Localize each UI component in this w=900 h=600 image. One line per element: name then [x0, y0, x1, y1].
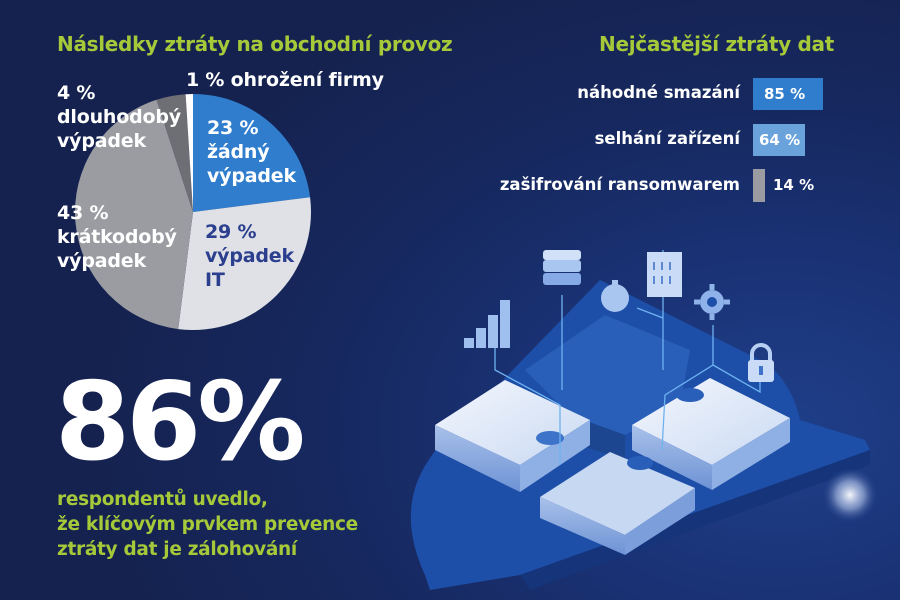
bar-value: 14 % — [773, 176, 815, 194]
puzzle-piece-left — [435, 380, 590, 492]
pie-label-long-outage: 4 % dlouhodobý výpadek — [57, 82, 181, 152]
pie-slice — [178, 197, 311, 330]
bar-label-ransomware: zašifrování ransomwarem — [499, 175, 740, 194]
padlock-icon — [748, 343, 774, 382]
pie-slice — [156, 94, 193, 212]
pie-label-short-outage: 43 % krátkodobý výpadek — [57, 202, 177, 272]
puzzle-illustration — [410, 250, 878, 590]
bar-accidental-deletion: 85 % — [753, 78, 823, 110]
puzzle-piece-dark — [525, 315, 690, 435]
puzzle-piece-right — [632, 378, 790, 490]
caption-line: že klíčovým prvkem prevence — [57, 514, 358, 535]
gear-icon — [694, 284, 730, 320]
highlight-percentage: 86% — [55, 360, 306, 485]
highlight-caption: respondentů uvedlo, že klíčovým prvkem p… — [57, 487, 358, 562]
pie-label-it-outage: 29 % výpadek IT — [205, 221, 294, 291]
database-icon — [543, 250, 581, 285]
pie-slice — [185, 94, 193, 212]
bar-value: 85 % — [764, 85, 806, 103]
bar-device-failure: 64 % — [753, 124, 805, 156]
caption-line: ztráty dat je zálohování — [57, 539, 297, 560]
pie-slice — [74, 99, 193, 330]
pie-label-business-threat: 1 % ohrožení firmy — [186, 69, 384, 91]
pie-label-no-outage: 23 % žádný výpadek — [207, 117, 296, 187]
binary-code-icon — [647, 252, 682, 297]
stopwatch-icon — [601, 280, 629, 312]
bar-ransomware — [753, 169, 765, 202]
bar-value: 64 % — [759, 131, 801, 149]
bar-graph-icon — [464, 300, 510, 348]
pie-chart-title: Následky ztráty na obchodní provoz — [57, 32, 453, 56]
bar-label-device-failure: selhání zařízení — [594, 129, 740, 148]
pie-slice — [193, 94, 311, 212]
light-glow — [822, 467, 878, 523]
caption-line: respondentů uvedlo, — [57, 489, 268, 510]
bar-label-accidental-deletion: náhodné smazání — [577, 83, 740, 102]
bar-chart-title: Nejčastější ztráty dat — [599, 32, 835, 56]
puzzle-piece-front — [540, 452, 695, 555]
